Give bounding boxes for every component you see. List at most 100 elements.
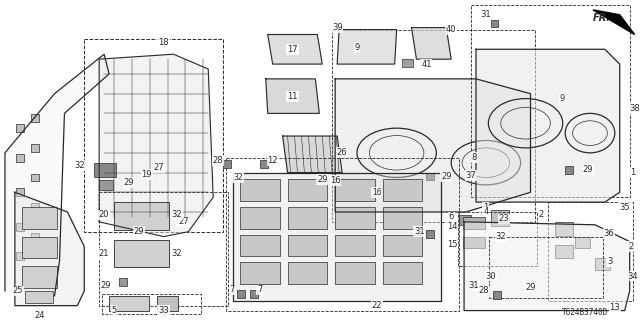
Bar	[556, 244, 573, 258]
Bar	[237, 290, 245, 298]
Polygon shape	[593, 10, 635, 35]
Bar	[491, 210, 509, 226]
Text: 6: 6	[449, 212, 454, 221]
Text: 31: 31	[414, 227, 425, 236]
Bar	[401, 59, 413, 67]
Polygon shape	[233, 172, 441, 301]
Text: 33: 33	[158, 306, 169, 315]
Text: 16: 16	[372, 188, 381, 197]
Bar	[335, 262, 375, 284]
Bar	[250, 290, 258, 298]
Text: 19: 19	[141, 170, 152, 179]
Bar	[102, 294, 202, 314]
Bar	[463, 236, 485, 248]
Bar	[99, 192, 228, 306]
Text: 31: 31	[468, 281, 479, 291]
Bar	[471, 5, 630, 197]
Bar	[332, 29, 536, 222]
Bar	[223, 160, 231, 168]
Text: 13: 13	[609, 303, 620, 312]
Text: 9: 9	[355, 43, 360, 52]
Polygon shape	[99, 54, 213, 236]
Text: 29: 29	[441, 172, 451, 181]
Text: 38: 38	[629, 104, 640, 113]
Text: 20: 20	[99, 211, 109, 220]
Text: 29: 29	[124, 178, 134, 187]
Text: 5: 5	[111, 306, 116, 315]
Text: 29: 29	[317, 175, 328, 184]
Bar	[226, 158, 459, 311]
Bar	[31, 144, 38, 152]
Bar	[240, 235, 280, 256]
Text: 29: 29	[134, 227, 144, 236]
Text: 18: 18	[158, 38, 169, 47]
Bar	[463, 217, 485, 229]
Bar	[565, 166, 573, 173]
Bar	[287, 180, 327, 201]
Text: 28: 28	[479, 286, 489, 295]
Polygon shape	[337, 29, 397, 64]
Bar	[287, 262, 327, 284]
Bar	[119, 278, 127, 286]
Text: 23: 23	[499, 214, 509, 223]
Text: 8: 8	[471, 153, 477, 162]
Bar	[426, 230, 435, 238]
Bar	[31, 203, 38, 211]
Bar	[31, 114, 38, 122]
Bar	[22, 207, 56, 229]
Text: 28: 28	[213, 156, 223, 165]
Text: 2: 2	[628, 242, 634, 251]
Bar	[595, 258, 610, 270]
Text: 3: 3	[607, 257, 612, 266]
Bar	[22, 236, 56, 258]
Text: 32: 32	[495, 232, 506, 241]
Text: 12: 12	[268, 156, 278, 165]
Bar	[493, 291, 500, 299]
Bar	[335, 180, 375, 201]
Bar	[426, 172, 435, 180]
Bar	[383, 180, 422, 201]
Text: 31: 31	[481, 10, 491, 19]
Text: 22: 22	[372, 301, 382, 310]
Text: 32: 32	[171, 211, 182, 220]
Text: 27: 27	[178, 217, 189, 226]
Bar	[383, 262, 422, 284]
Text: 1: 1	[483, 203, 488, 212]
Bar	[16, 223, 24, 231]
Text: 21: 21	[99, 249, 109, 258]
Bar	[94, 163, 116, 178]
Polygon shape	[266, 79, 319, 113]
Text: 7: 7	[229, 285, 235, 294]
Bar	[489, 236, 603, 298]
Text: 11: 11	[287, 92, 298, 101]
Bar	[335, 235, 375, 256]
Polygon shape	[15, 192, 84, 306]
Text: 24: 24	[35, 311, 45, 320]
Text: 16: 16	[330, 176, 340, 185]
Bar	[287, 235, 327, 256]
Polygon shape	[464, 222, 630, 311]
Bar	[383, 207, 422, 229]
Bar	[335, 207, 375, 229]
Bar	[114, 202, 168, 230]
Bar	[240, 207, 280, 229]
Bar	[109, 296, 148, 311]
Polygon shape	[412, 28, 451, 59]
Bar	[459, 215, 471, 225]
Text: 9: 9	[559, 94, 565, 103]
Bar	[16, 252, 24, 260]
Text: 4: 4	[483, 207, 488, 216]
Text: 40: 40	[446, 25, 456, 34]
Text: 36: 36	[604, 229, 614, 238]
Bar	[22, 266, 56, 288]
Bar	[548, 202, 633, 301]
Bar	[260, 160, 268, 168]
Text: 14: 14	[447, 222, 458, 231]
Text: 1: 1	[630, 168, 636, 177]
Polygon shape	[476, 49, 620, 202]
Text: 32: 32	[233, 173, 243, 182]
Bar	[157, 296, 179, 311]
Bar	[491, 20, 498, 27]
Bar	[468, 281, 475, 288]
Text: 15: 15	[447, 240, 458, 249]
